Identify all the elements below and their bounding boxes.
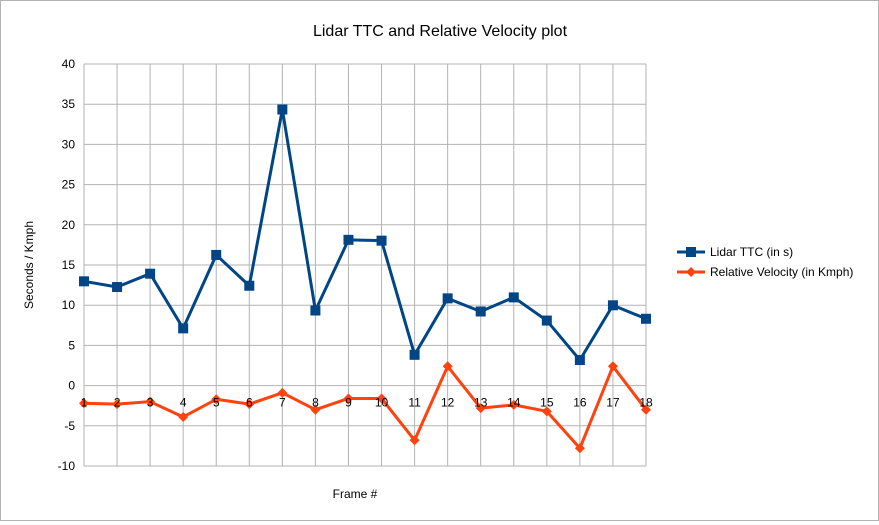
legend: Lidar TTC (in s) Relative Velocity (in Km…: [677, 245, 853, 279]
x-tick-label: 15: [540, 396, 554, 410]
legend-item-2: Relative Velocity (in Kmph): [677, 265, 853, 279]
x-tick-label: 3: [147, 396, 154, 410]
y-tick-label: 25: [62, 178, 76, 192]
legend-item-1: Lidar TTC (in s): [677, 245, 793, 259]
data-point-marker: [409, 435, 420, 446]
data-point-marker: [641, 313, 651, 324]
data-point-marker: [79, 398, 89, 409]
data-point-marker: [310, 404, 321, 415]
y-tick-label: 20: [62, 218, 76, 232]
data-point-marker: [310, 305, 321, 316]
legend-label: Relative Velocity (in Kmph): [710, 265, 853, 279]
y-tick-label: -10: [58, 459, 76, 473]
y-tick-label: 30: [62, 137, 76, 151]
data-point-marker: [343, 393, 354, 404]
data-point-marker: [244, 399, 255, 410]
data-point-marker: [508, 292, 519, 303]
y-tick-label: 10: [62, 298, 76, 312]
grid-lines: [83, 63, 647, 467]
series-2: [79, 361, 651, 454]
data-point-marker: [211, 249, 222, 260]
x-tick-label: 6: [246, 396, 253, 410]
data-point-marker: [277, 104, 288, 115]
series-layer: [79, 104, 651, 454]
y-tick-label: 5: [68, 338, 75, 352]
data-point-marker: [442, 361, 453, 372]
x-tick-label: 14: [507, 396, 521, 410]
x-tick-label: 2: [114, 396, 121, 410]
y-tick-label: 15: [62, 258, 76, 272]
data-point-marker: [686, 267, 696, 277]
x-tick-label: 11: [408, 396, 421, 410]
chart-title: Lidar TTC and Relative Velocity plot: [313, 23, 568, 40]
x-axis-label: Frame #: [333, 487, 378, 501]
x-tick-label: 12: [441, 396, 455, 410]
data-point-marker: [475, 403, 486, 414]
x-tick-label: 17: [606, 396, 620, 410]
data-point-marker: [145, 268, 156, 279]
data-point-marker: [574, 355, 585, 366]
y-tick-label: 40: [62, 57, 76, 71]
data-point-marker: [686, 247, 696, 257]
data-point-marker: [376, 393, 387, 404]
x-tick-labels: 1 2 3 4 5 6 7 8 9 10 11 12 13 14 15 16 17 18: [81, 396, 653, 410]
data-point-marker: [508, 399, 519, 410]
data-point-marker: [244, 280, 255, 291]
y-tick-label: 0: [68, 379, 75, 393]
data-point-marker: [607, 361, 618, 372]
x-tick-label: 18: [639, 396, 653, 410]
data-point-marker: [541, 315, 552, 326]
x-tick-label: 1: [81, 396, 88, 410]
y-tick-label: -5: [64, 419, 75, 433]
data-point-marker: [607, 300, 618, 311]
data-point-marker: [475, 306, 486, 317]
data-point-marker: [112, 399, 123, 410]
x-tick-label: 10: [375, 396, 389, 410]
data-point-marker: [145, 396, 156, 407]
data-point-marker: [178, 411, 189, 422]
x-tick-label: 4: [180, 396, 187, 410]
y-tick-labels: -10 -5 0 5 10 15 20 25 30 35 40: [58, 57, 76, 473]
legend-label: Lidar TTC (in s): [710, 245, 793, 259]
x-tick-label: 9: [345, 396, 352, 410]
data-point-marker: [376, 235, 387, 246]
data-point-marker: [343, 234, 354, 245]
series-1: [79, 104, 651, 366]
y-axis-label: Seconds / Kmph: [22, 221, 36, 309]
data-point-marker: [409, 349, 420, 360]
data-point-marker: [178, 323, 189, 334]
x-tick-label: 13: [474, 396, 488, 410]
data-point-marker: [641, 404, 651, 415]
data-point-marker: [541, 406, 552, 417]
data-point-marker: [112, 282, 123, 293]
y-tick-label: 35: [62, 97, 76, 111]
data-point-marker: [79, 276, 89, 287]
series-line: [83, 364, 648, 450]
x-tick-label: 16: [573, 396, 587, 410]
data-point-marker: [277, 387, 288, 398]
x-tick-label: 8: [312, 396, 319, 410]
data-point-marker: [442, 293, 453, 304]
data-point-marker: [574, 443, 585, 454]
data-point-marker: [211, 394, 222, 405]
x-tick-label: 5: [213, 396, 220, 410]
x-tick-label: 7: [279, 396, 286, 410]
series-line: [83, 108, 647, 362]
